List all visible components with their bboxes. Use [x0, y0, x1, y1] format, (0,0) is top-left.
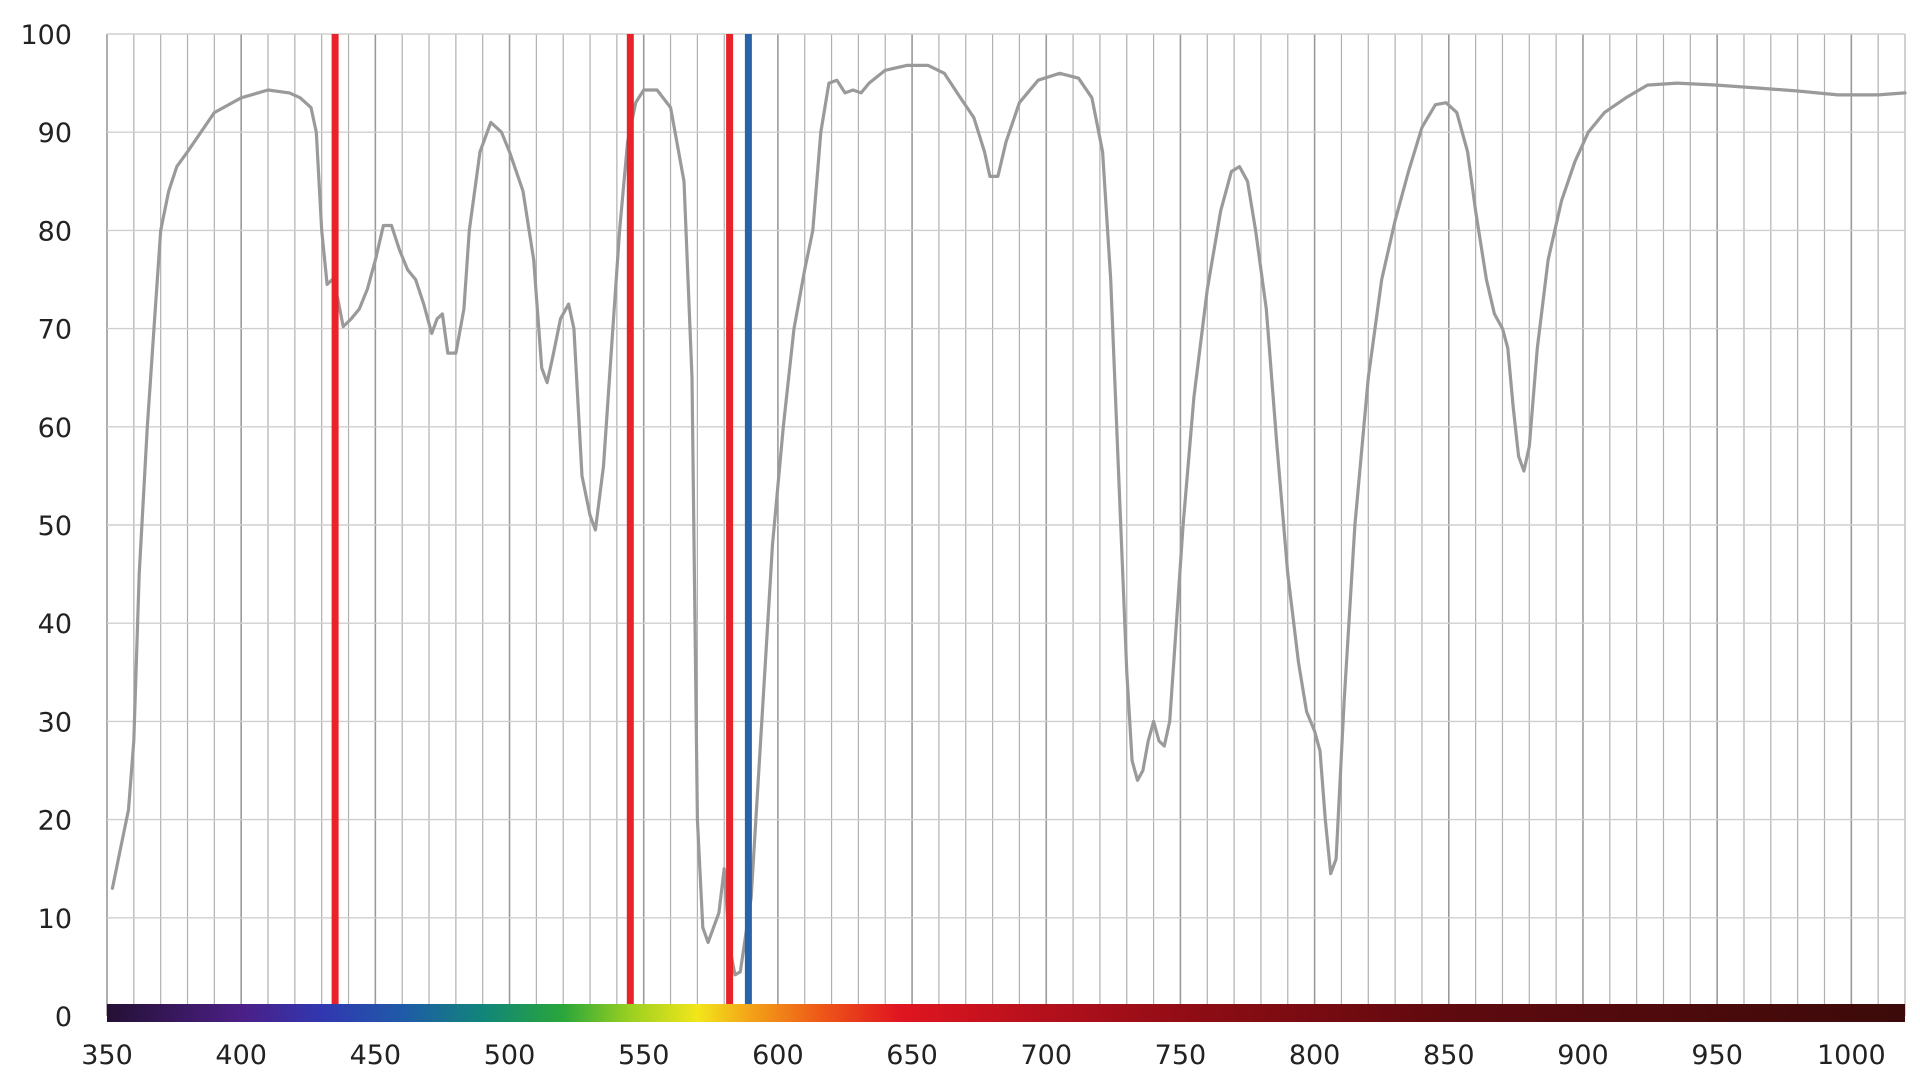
- y-tick-label: 80: [38, 216, 72, 247]
- x-axis-tick-labels: 350 400 450 500 550 600 650 700 750 800 850 900 950 1…: [81, 1040, 1885, 1071]
- x-tick-label: 450: [350, 1040, 402, 1071]
- y-tick-label: 60: [38, 413, 72, 444]
- x-tick-label: 950: [1691, 1040, 1743, 1071]
- y-tick-label: 0: [55, 1002, 72, 1033]
- y-tick-label: 90: [38, 118, 72, 149]
- y-tick-label: 20: [38, 806, 72, 837]
- x-tick-label: 900: [1557, 1040, 1609, 1071]
- x-tick-label: 800: [1289, 1040, 1341, 1071]
- x-tick-label: 400: [215, 1040, 267, 1071]
- wavelength-markers: [331, 34, 752, 1014]
- x-tick-label: 500: [484, 1040, 536, 1071]
- y-tick-label: 100: [20, 20, 72, 51]
- y-tick-label: 50: [38, 511, 72, 542]
- transmission-series-line: [110, 63, 1907, 977]
- x-tick-label: 600: [752, 1040, 804, 1071]
- x-tick-label: 650: [886, 1040, 938, 1071]
- y-tick-label: 70: [38, 315, 72, 346]
- x-tick-label: 1000: [1817, 1040, 1886, 1071]
- y-tick-label: 10: [38, 904, 72, 935]
- spectrum-bar-layer: [107, 1004, 1905, 1022]
- x-tick-label: 700: [1020, 1040, 1072, 1071]
- x-tick-label: 750: [1155, 1040, 1207, 1071]
- y-tick-label: 40: [38, 609, 72, 640]
- x-tick-label: 550: [618, 1040, 670, 1071]
- spectrum-color-bar: [107, 1004, 1905, 1022]
- grid: [106, 33, 1906, 1017]
- y-tick-label: 30: [38, 707, 72, 738]
- y-axis-tick-labels: 0 10 20 30 40 50 60 70 80 90 100: [20, 20, 72, 1033]
- x-tick-label: 850: [1423, 1040, 1475, 1071]
- x-tick-label: 350: [81, 1040, 133, 1071]
- series-layer: [110, 63, 1907, 977]
